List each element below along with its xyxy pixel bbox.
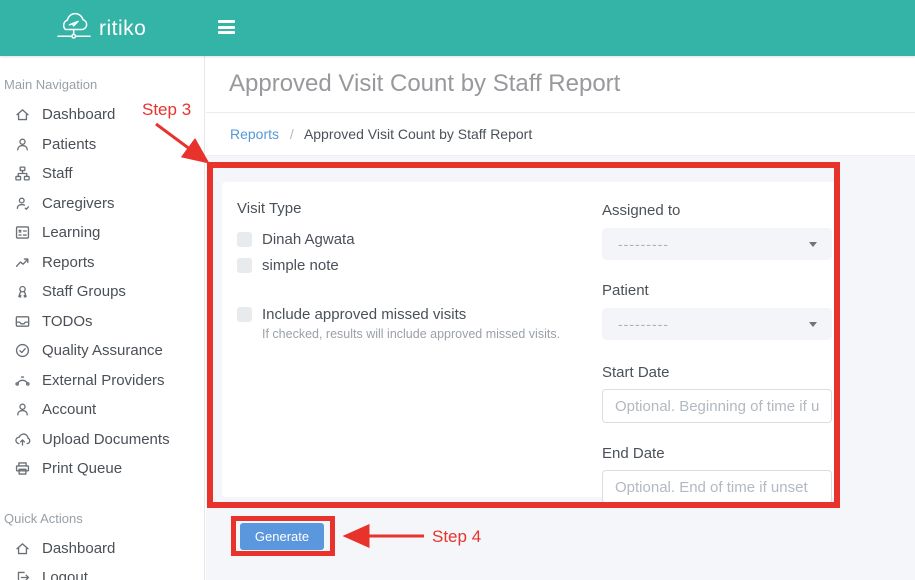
visit-type-label: Visit Type	[237, 200, 302, 217]
sidebar-item-logout[interactable]: Logout	[0, 563, 204, 580]
check-circle-icon	[14, 342, 31, 359]
sidebar-item-label: Staff Groups	[42, 283, 126, 301]
checkbox-label: simple note	[262, 257, 339, 274]
curve-icon	[14, 372, 31, 389]
brand-name: ritiko	[99, 16, 147, 40]
chevron-down-icon	[809, 322, 817, 327]
user-icon	[14, 136, 31, 153]
sidebar-item-label: Reports	[42, 253, 95, 271]
generate-button[interactable]: Generate	[240, 523, 324, 550]
page-title: Approved Visit Count by Staff Report	[229, 70, 621, 97]
sidebar-item-label: Account	[42, 401, 97, 419]
sitemap-icon	[14, 165, 31, 182]
brand-logo[interactable]: ritiko	[55, 8, 146, 49]
sidebar-item-learning[interactable]: Learning	[0, 218, 204, 248]
sidebar-item-quality-assurance[interactable]: Quality Assurance	[0, 336, 204, 366]
breadcrumb: Reports / Approved Visit Count by Staff …	[206, 113, 915, 156]
sidebar-item-label: Upload Documents	[42, 430, 170, 448]
topbar: ritiko	[0, 0, 915, 56]
assigned-to-select[interactable]: ---------	[602, 228, 832, 260]
select-value: ---------	[618, 316, 669, 332]
sidebar-item-print-queue[interactable]: Print Queue	[0, 454, 204, 484]
sidebar-item-label: Logout	[42, 569, 88, 580]
checkbox[interactable]	[237, 307, 252, 322]
end-date-input[interactable]	[602, 470, 832, 504]
sidebar-item-label: Print Queue	[42, 460, 123, 478]
user-icon	[14, 401, 31, 418]
sidebar-item-label: Dashboard	[42, 539, 116, 557]
logout-icon	[14, 569, 31, 580]
sidebar-item-staff[interactable]: Staff	[0, 159, 204, 189]
visit-type-option-row[interactable]: Dinah Agwata	[237, 231, 587, 248]
checkbox-label: Dinah Agwata	[262, 231, 355, 248]
home-icon	[14, 540, 31, 557]
chevron-down-icon	[809, 242, 817, 247]
page-header: Approved Visit Count by Staff Report	[206, 56, 915, 113]
visit-type-option-row[interactable]: simple note	[237, 257, 587, 274]
sidebar-item-account[interactable]: Account	[0, 395, 204, 425]
breadcrumb-current: Approved Visit Count by Staff Report	[303, 126, 533, 142]
sidebar-item-label: Caregivers	[42, 194, 115, 212]
printer-icon	[14, 460, 31, 477]
sidebar-item-todos[interactable]: TODOs	[0, 307, 204, 337]
patient-label: Patient	[602, 282, 649, 299]
checkbox[interactable]	[237, 232, 252, 247]
sidebar-item-reports[interactable]: Reports	[0, 248, 204, 278]
sidebar-item-upload-documents[interactable]: Upload Documents	[0, 425, 204, 455]
sidebar: Main Navigation Dashboard Patients Staff…	[0, 56, 205, 580]
inbox-icon	[14, 313, 31, 330]
sidebar-section-header: Main Navigation	[4, 77, 98, 92]
sidebar-item-staff-groups[interactable]: Staff Groups	[0, 277, 204, 307]
sidebar-item-label: Dashboard	[42, 106, 116, 124]
patient-select[interactable]: ---------	[602, 308, 832, 340]
include-missed-visits-row[interactable]: Include approved missed visits	[237, 306, 587, 323]
sidebar-item-label: Learning	[42, 224, 101, 242]
menu-toggle-icon[interactable]	[218, 20, 235, 34]
sidebar-item-label: Patients	[42, 135, 97, 153]
select-value: ---------	[618, 236, 669, 252]
report-filter-card: Visit Type Dinah Agwata simple note Incl…	[222, 182, 838, 504]
sidebar-section-header: Quick Actions	[4, 510, 83, 526]
checkbox[interactable]	[237, 258, 252, 273]
start-date-label: Start Date	[602, 364, 670, 381]
sidebar-item-patients[interactable]: Patients	[0, 130, 204, 160]
sidebar-item-label: Quality Assurance	[42, 342, 163, 360]
sidebar-item-label: External Providers	[42, 371, 165, 389]
assigned-to-label: Assigned to	[602, 202, 681, 219]
sidebar-item-external-providers[interactable]: External Providers	[0, 366, 204, 396]
cloud-upload-icon	[14, 431, 31, 448]
start-date-input[interactable]	[602, 389, 832, 423]
checkbox-label: Include approved missed visits	[262, 306, 467, 323]
sidebar-item-caregivers[interactable]: Caregivers	[0, 189, 204, 219]
user-check-icon	[14, 195, 31, 212]
sidebar-item-dashboard[interactable]: Dashboard	[0, 100, 204, 130]
include-missed-help-text: If checked, results will include approve…	[262, 327, 561, 341]
breadcrumb-separator: /	[289, 126, 294, 142]
sidebar-item-quick-dashboard[interactable]: Dashboard	[0, 534, 204, 564]
end-date-label: End Date	[602, 445, 665, 462]
award-icon	[14, 283, 31, 300]
home-icon	[14, 106, 31, 123]
sidebar-item-label: Staff	[42, 165, 73, 183]
breadcrumb-link-reports[interactable]: Reports	[230, 126, 280, 142]
cloud-logo-icon	[55, 8, 93, 49]
checklist-icon	[14, 224, 31, 241]
sidebar-item-label: TODOs	[42, 312, 93, 330]
chart-line-icon	[14, 254, 31, 271]
